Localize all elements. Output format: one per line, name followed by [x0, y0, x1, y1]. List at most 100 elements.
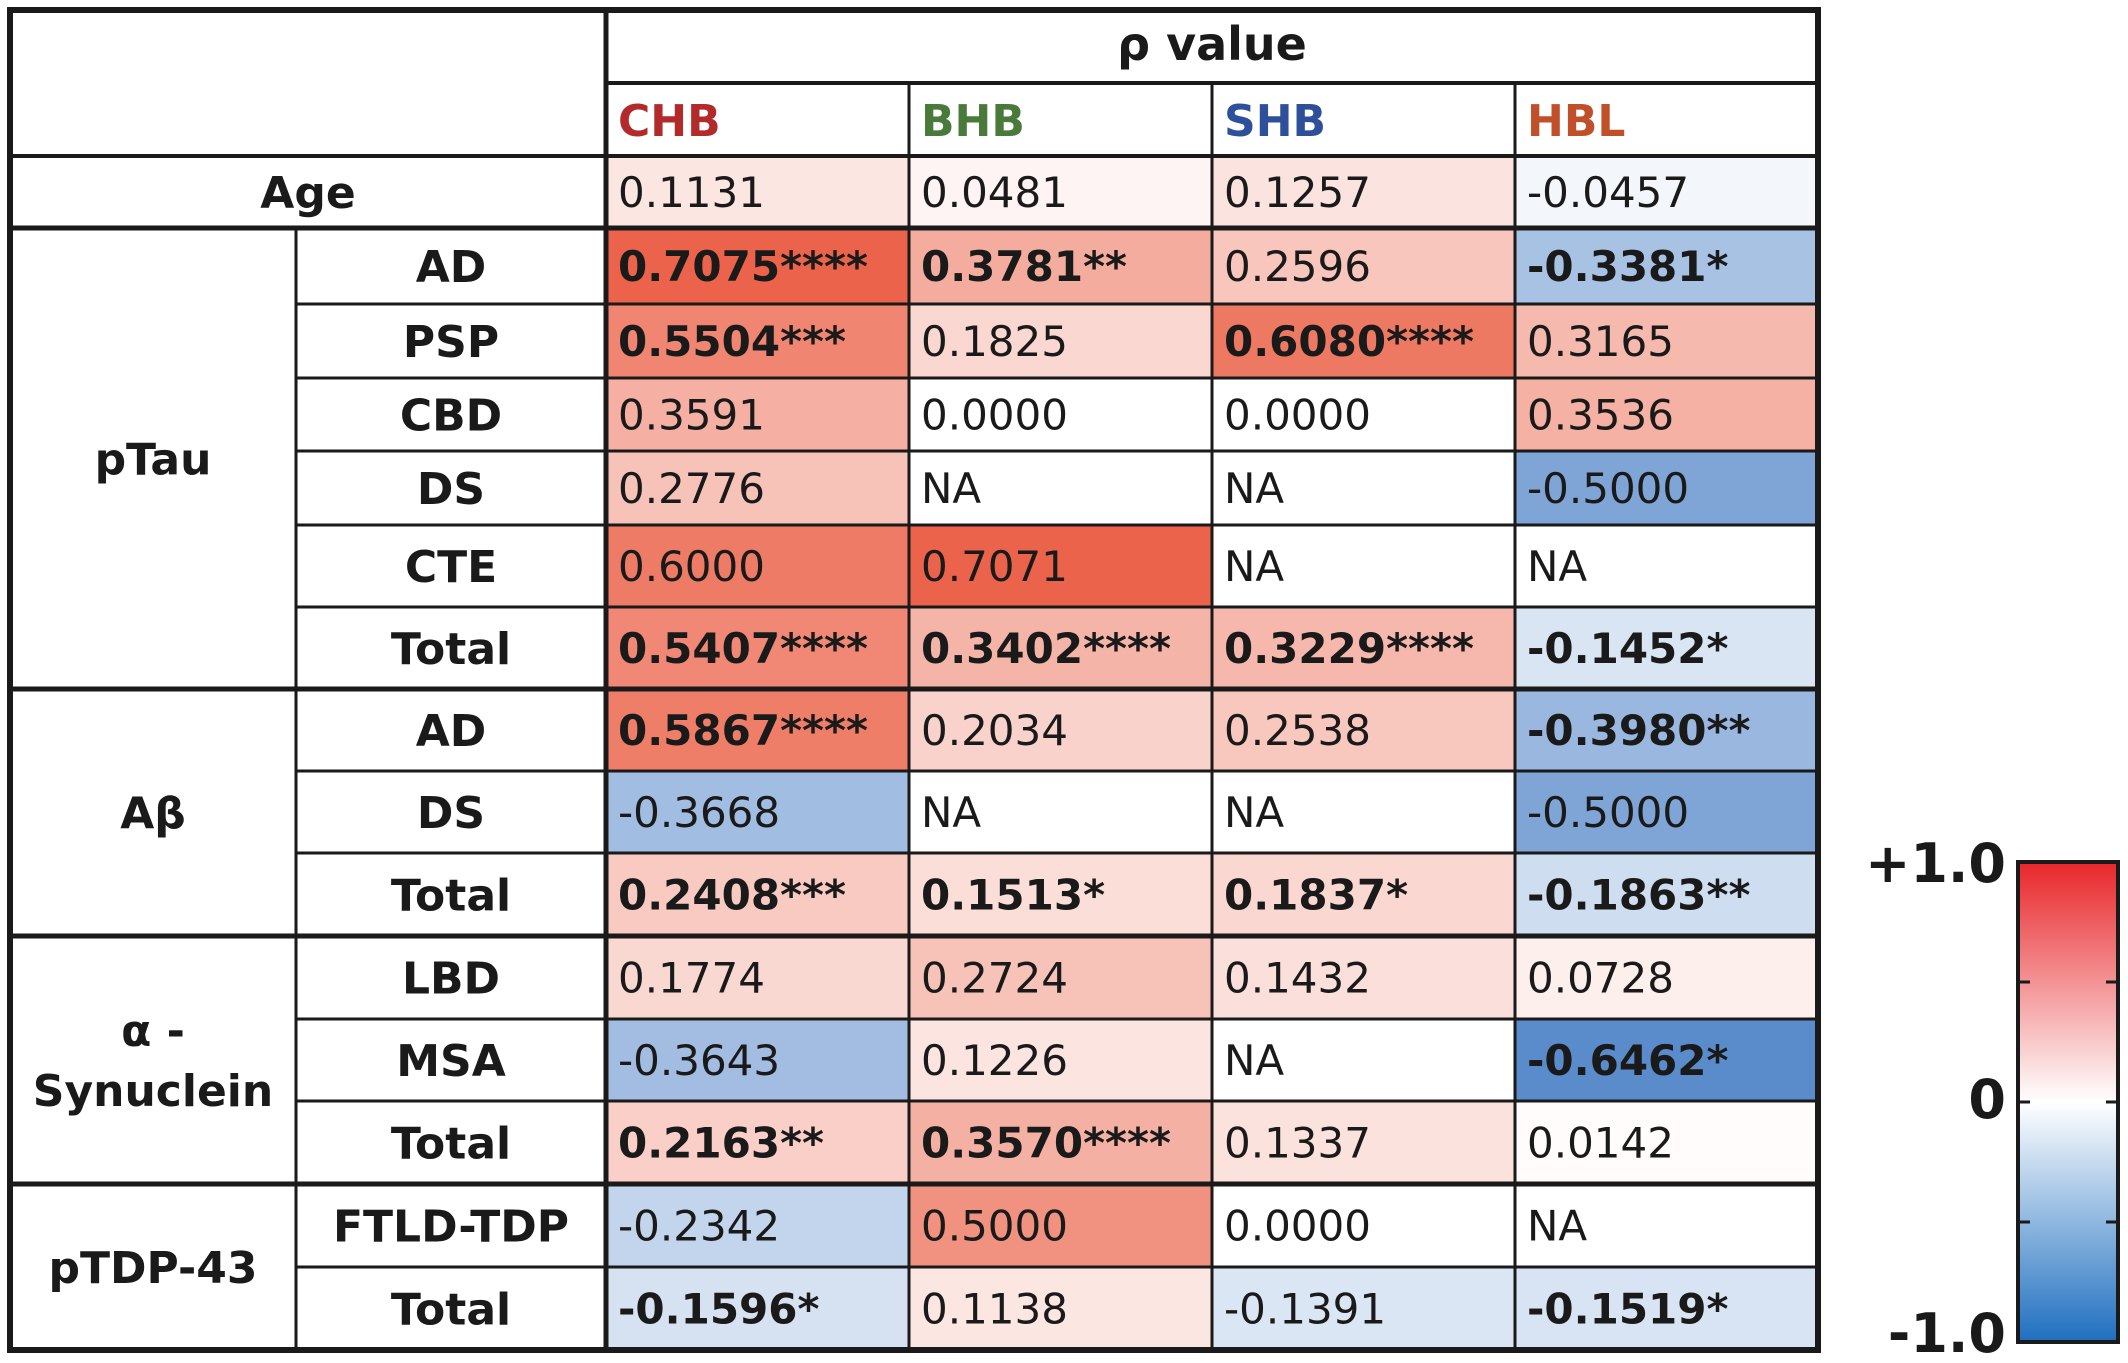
cell-value-label: 0.5867****	[618, 706, 868, 755]
cell-value-label: 0.0481	[921, 168, 1068, 217]
cell-value-label: 0.1432	[1224, 954, 1371, 1003]
heatmap-cell	[1515, 156, 1818, 228]
table-header: ρ value CHB BHB SHB HBL	[618, 17, 1625, 147]
cell-value-label: 0.1513*	[921, 871, 1105, 920]
column-header-hbl: HBL	[1527, 96, 1625, 147]
cell-value-label: 0.3165	[1527, 317, 1674, 366]
heatmap-cell	[909, 1101, 1212, 1184]
cell-value-label: NA	[1224, 464, 1284, 513]
cell-value-label: 0.3536	[1527, 391, 1674, 440]
cell-value-label: 0.0000	[1224, 391, 1371, 440]
cell-value-label: 0.6000	[618, 542, 765, 591]
heatmap-cell	[1212, 936, 1515, 1019]
heatmap-cell	[1515, 228, 1818, 304]
heatmap-cell	[909, 607, 1212, 689]
row-sub-label: AD	[416, 706, 487, 757]
cell-value-label: -0.5000	[1527, 788, 1689, 837]
heatmap-cell	[606, 689, 909, 771]
cell-value-label: -0.1596*	[618, 1285, 820, 1334]
heatmap-cell	[1515, 1267, 1818, 1350]
cell-value-label: 0.1337	[1224, 1119, 1371, 1168]
heatmap-cell	[1212, 853, 1515, 936]
row-sub-label: Total	[391, 1285, 511, 1336]
heatmap-cell	[909, 156, 1212, 228]
row-group-label: α -	[121, 1006, 185, 1057]
colorbar: +1.0 0 -1.0	[1865, 832, 2120, 1363]
cell-value-label: 0.1774	[618, 954, 765, 1003]
heatmap-cell	[1515, 689, 1818, 771]
heatmap-cell	[1515, 1101, 1818, 1184]
cell-value-label: 0.1131	[618, 168, 765, 217]
cell-value-label: -0.1391	[1224, 1285, 1386, 1334]
heatmap-cell	[909, 451, 1212, 525]
row-labels: Age pTau Aβ α - Synuclein pTDP-43 AD PSP CBD DS CT…	[33, 168, 569, 1336]
heatmap-cell	[606, 1101, 909, 1184]
row-sub-label: CBD	[400, 391, 502, 442]
heatmap-cell	[606, 771, 909, 853]
heatmap-cells: 0.1131 0.0481 0.1257 -0.0457 0.7075**** 0.378…	[606, 156, 1818, 1350]
cell-value-label: NA	[921, 464, 981, 513]
cell-value-label: -0.5000	[1527, 464, 1689, 513]
cell-value-label: 0.1257	[1224, 168, 1371, 217]
heatmap-cell	[1515, 451, 1818, 525]
heatmap-cell	[909, 525, 1212, 607]
row-sub-label: Total	[391, 1119, 511, 1170]
heatmap-cell	[1212, 378, 1515, 451]
column-header-shb: SHB	[1224, 96, 1326, 147]
row-sub-label: DS	[417, 788, 485, 839]
cell-value-label: -0.6462*	[1527, 1036, 1729, 1085]
row-group-label: Synuclein	[33, 1066, 273, 1117]
colorbar-label: +1.0	[1865, 832, 2006, 895]
heatmap-cell	[909, 304, 1212, 378]
heatmap-cell	[1515, 378, 1818, 451]
colorbar-gradient	[2016, 860, 2120, 1344]
heatmap-cell	[606, 1019, 909, 1101]
cell-value-label: 0.3570****	[921, 1119, 1171, 1168]
heatmap-cell	[1212, 525, 1515, 607]
cell-value-label: NA	[1527, 1202, 1587, 1251]
cell-value-label: -0.3381*	[1527, 242, 1729, 291]
heatmap-cell	[909, 853, 1212, 936]
cell-value-label: 0.2776	[618, 464, 765, 513]
cell-value-label: 0.0728	[1527, 954, 1674, 1003]
cell-value-label: 0.2596	[1224, 242, 1371, 291]
row-sub-label: AD	[416, 242, 487, 293]
heatmap-cell	[909, 936, 1212, 1019]
cell-value-label: NA	[1224, 1036, 1284, 1085]
row-group-label: Age	[260, 168, 355, 219]
row-group-label: pTau	[95, 435, 212, 486]
cell-value-label: NA	[1224, 788, 1284, 837]
heatmap-cell	[606, 228, 909, 304]
heatmap-cell	[1212, 156, 1515, 228]
heatmap-cell	[606, 378, 909, 451]
row-sub-label: LBD	[402, 954, 500, 1005]
heatmap-cell	[606, 853, 909, 936]
heatmap-cell	[606, 156, 909, 228]
heatmap-cell	[909, 378, 1212, 451]
heatmap-cell	[1515, 607, 1818, 689]
heatmap-cell	[909, 228, 1212, 304]
heatmap-cell	[1515, 525, 1818, 607]
cell-value-label: NA	[921, 788, 981, 837]
heatmap-cell	[909, 1019, 1212, 1101]
row-sub-label: Total	[391, 624, 511, 675]
cell-value-label: 0.0000	[921, 391, 1068, 440]
cell-value-label: -0.0457	[1527, 168, 1689, 217]
row-group-label: Aβ	[120, 789, 186, 840]
heatmap-cell	[1515, 853, 1818, 936]
cell-value-label: 0.2538	[1224, 706, 1371, 755]
cell-value-label: -0.1863**	[1527, 871, 1750, 920]
heatmap-cell	[606, 607, 909, 689]
cell-value-label: -0.1519*	[1527, 1285, 1729, 1334]
row-sub-label: FTLD-TDP	[333, 1202, 569, 1253]
cell-value-label: 0.2034	[921, 706, 1068, 755]
heatmap-cell	[1212, 1267, 1515, 1350]
cell-value-label: 0.1138	[921, 1285, 1068, 1334]
heatmap-cell	[1515, 1019, 1818, 1101]
heatmap-cell	[1515, 304, 1818, 378]
cell-value-label: 0.3402****	[921, 624, 1171, 673]
heatmap-cell	[606, 304, 909, 378]
cell-value-label: -0.1452*	[1527, 624, 1729, 673]
table-grid	[7, 7, 1821, 1353]
cell-value-label: -0.2342	[618, 1202, 780, 1251]
